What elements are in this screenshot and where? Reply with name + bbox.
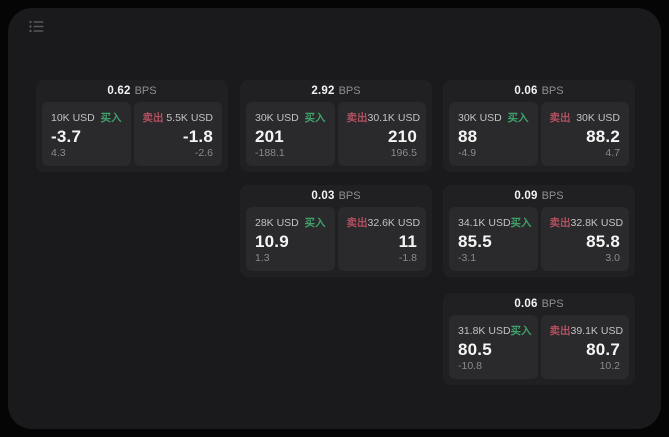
buy-delta: -3.1 <box>458 252 477 264</box>
bps-unit-label: BPS <box>338 190 361 202</box>
card-header: 2.92 BPS <box>240 80 432 100</box>
sell-notional: 39.1K USD <box>570 324 624 337</box>
bps-value: 0.06 <box>514 298 538 310</box>
card-body: 28K USD 买入 10.9 1.3 卖出 32.6K USD 11 -1.8 <box>240 205 432 277</box>
buy-tile[interactable]: 28K USD 买入 10.9 1.3 <box>246 207 335 271</box>
bps-unit-label: BPS <box>541 298 564 310</box>
buy-tag: 买入 <box>304 217 326 229</box>
buy-delta: 4.3 <box>51 147 66 159</box>
card-body: 10K USD 买入 -3.7 4.3 卖出 5.5K USD -1.8 -2.… <box>36 100 228 172</box>
bps-value: 0.03 <box>311 190 335 202</box>
buy-tag: 买入 <box>510 217 532 229</box>
sell-price: -1.8 <box>182 126 213 146</box>
buy-price: 10.9 <box>255 231 289 251</box>
bps-unit-label: BPS <box>338 85 361 97</box>
buy-price: 85.5 <box>458 231 492 251</box>
bps-value: 0.09 <box>514 190 538 202</box>
buy-delta: -4.9 <box>458 147 477 159</box>
sell-delta: 3.0 <box>605 252 620 264</box>
sell-tile[interactable]: 卖出 5.5K USD -1.8 -2.6 <box>133 102 222 166</box>
sell-delta: -1.8 <box>398 252 417 264</box>
bps-value: 2.92 <box>311 85 335 97</box>
bps-value: 0.62 <box>107 85 131 97</box>
sell-tag: 卖出 <box>142 112 164 124</box>
sell-delta: 196.5 <box>390 147 417 159</box>
sell-price: 80.7 <box>586 339 620 359</box>
sell-tile[interactable]: 卖出 32.6K USD 11 -1.8 <box>337 207 426 271</box>
buy-tile[interactable]: 30K USD 买入 88 -4.9 <box>449 102 538 166</box>
buy-price: 201 <box>255 126 284 146</box>
sell-delta: 4.7 <box>605 147 620 159</box>
sell-price: 85.8 <box>586 231 620 251</box>
quote-card[interactable]: 0.09 BPS 34.1K USD 买入 85.5 -3.1 卖出 32.8K… <box>443 185 635 277</box>
buy-notional: 10K USD <box>51 111 95 124</box>
quote-card[interactable]: 0.06 BPS 31.8K USD 买入 80.5 -10.8 卖出 39.1… <box>443 293 635 385</box>
card-header: 0.62 BPS <box>36 80 228 100</box>
buy-price: 88 <box>458 126 478 146</box>
buy-tile[interactable]: 30K USD 买入 201 -188.1 <box>246 102 335 166</box>
bps-unit-label: BPS <box>541 190 564 202</box>
sell-notional: 30.1K USD <box>367 111 421 124</box>
sell-price: 210 <box>388 126 417 146</box>
buy-delta: -10.8 <box>458 360 482 372</box>
buy-price: 80.5 <box>458 339 492 359</box>
sell-delta: -2.6 <box>194 147 213 159</box>
list-icon[interactable] <box>29 20 44 33</box>
card-body: 30K USD 买入 88 -4.9 卖出 30K USD 88.2 4.7 <box>443 100 635 172</box>
sell-notional: 5.5K USD <box>166 111 213 124</box>
sell-notional: 32.6K USD <box>367 216 421 229</box>
buy-delta: 1.3 <box>255 252 270 264</box>
card-body: 30K USD 买入 201 -188.1 卖出 30.1K USD 210 1… <box>240 100 432 172</box>
sell-tag: 卖出 <box>346 217 368 229</box>
buy-notional: 34.1K USD <box>458 216 511 229</box>
sell-price: 88.2 <box>586 126 620 146</box>
buy-tile[interactable]: 10K USD 买入 -3.7 4.3 <box>42 102 131 166</box>
bps-unit-label: BPS <box>541 85 564 97</box>
quote-card[interactable]: 2.92 BPS 30K USD 买入 201 -188.1 卖出 30.1K … <box>240 80 432 172</box>
buy-tag: 买入 <box>510 325 532 337</box>
buy-tag: 买入 <box>304 112 326 124</box>
bps-value: 0.06 <box>514 85 538 97</box>
quote-card[interactable]: 0.62 BPS 10K USD 买入 -3.7 4.3 卖出 5.5K USD… <box>36 80 228 172</box>
card-body: 34.1K USD 买入 85.5 -3.1 卖出 32.8K USD 85.8… <box>443 205 635 277</box>
sell-notional: 30K USD <box>576 111 620 124</box>
quote-card[interactable]: 0.03 BPS 28K USD 买入 10.9 1.3 卖出 32.6K US… <box>240 185 432 277</box>
sell-tile[interactable]: 卖出 30K USD 88.2 4.7 <box>540 102 629 166</box>
buy-notional: 31.8K USD <box>458 324 511 337</box>
bps-unit-label: BPS <box>134 85 157 97</box>
sell-tag: 卖出 <box>549 112 571 124</box>
sell-delta: 10.2 <box>599 360 620 372</box>
buy-tag: 买入 <box>507 112 529 124</box>
card-body: 31.8K USD 买入 80.5 -10.8 卖出 39.1K USD 80.… <box>443 313 635 385</box>
sell-tile[interactable]: 卖出 30.1K USD 210 196.5 <box>337 102 426 166</box>
sell-price: 11 <box>398 231 417 251</box>
card-header: 0.09 BPS <box>443 185 635 205</box>
buy-delta: -188.1 <box>255 147 285 159</box>
card-header: 0.06 BPS <box>443 80 635 100</box>
sell-tag: 卖出 <box>549 325 571 337</box>
buy-notional: 30K USD <box>255 111 299 124</box>
buy-tag: 买入 <box>100 112 122 124</box>
sell-tile[interactable]: 卖出 39.1K USD 80.7 10.2 <box>540 315 629 379</box>
buy-tile[interactable]: 34.1K USD 买入 85.5 -3.1 <box>449 207 538 271</box>
buy-tile[interactable]: 31.8K USD 买入 80.5 -10.8 <box>449 315 538 379</box>
buy-notional: 28K USD <box>255 216 299 229</box>
sell-tag: 卖出 <box>346 112 368 124</box>
sell-tag: 卖出 <box>549 217 571 229</box>
buy-price: -3.7 <box>51 126 82 146</box>
quote-card[interactable]: 0.06 BPS 30K USD 买入 88 -4.9 卖出 30K USD 8… <box>443 80 635 172</box>
sell-tile[interactable]: 卖出 32.8K USD 85.8 3.0 <box>540 207 629 271</box>
sell-notional: 32.8K USD <box>570 216 624 229</box>
buy-notional: 30K USD <box>458 111 502 124</box>
card-header: 0.03 BPS <box>240 185 432 205</box>
card-header: 0.06 BPS <box>443 293 635 313</box>
